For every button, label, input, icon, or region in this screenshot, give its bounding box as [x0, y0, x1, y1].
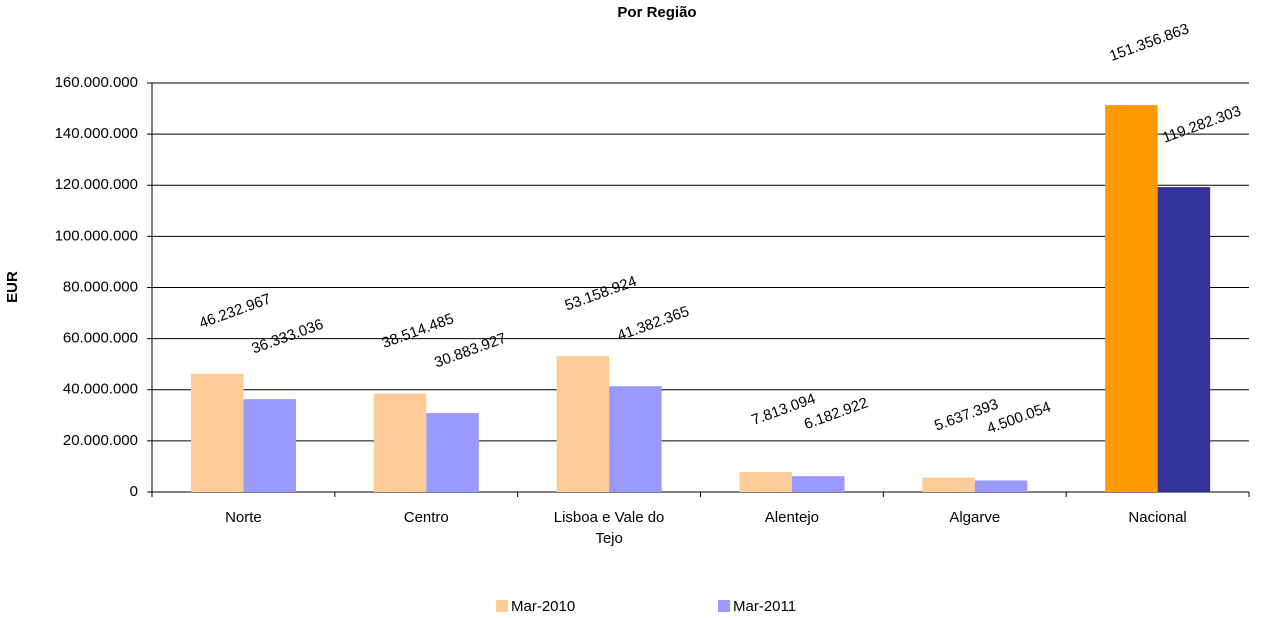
y-tick-label: 140.000.000: [55, 125, 138, 142]
bar: [373, 393, 427, 492]
bar: [426, 413, 479, 492]
value-label: 151.356.863: [1107, 20, 1191, 65]
value-label: 38.514.485: [380, 310, 456, 352]
bar: [556, 356, 610, 492]
value-label: 30.883.927: [432, 330, 508, 372]
y-tick-label: 20.000.000: [63, 432, 138, 449]
bar: [609, 386, 662, 492]
bar: [739, 472, 792, 492]
x-tick-label: Lisboa e Vale do Tejo: [553, 509, 665, 547]
bar: [243, 399, 296, 492]
x-tick-label: Centro: [403, 509, 449, 526]
y-tick-label: 120.000.000: [55, 176, 138, 193]
bar: [1105, 105, 1158, 492]
y-tick-label: 60.000.000: [63, 330, 138, 347]
bar: [792, 476, 845, 492]
y-tick-label: 160.000.000: [55, 74, 138, 91]
chart-title: Por Região: [617, 4, 696, 21]
legend-label: Mar-2010: [511, 598, 575, 615]
legend-swatch: [718, 600, 730, 612]
y-axis-label: EUR: [4, 271, 21, 303]
bar: [1157, 187, 1211, 493]
value-label: 119.282.303: [1160, 103, 1243, 147]
x-tick-label: Algarve: [949, 509, 1001, 526]
value-label: 46.232.967: [197, 290, 273, 332]
value-label: 53.158.924: [563, 273, 639, 315]
x-tick-label: Nacional: [1128, 509, 1187, 526]
x-tick-label: Alentejo: [764, 509, 820, 526]
y-tick-label: 40.000.000: [63, 381, 138, 398]
y-tick-label: 0: [130, 483, 138, 500]
bar: [922, 477, 975, 492]
legend-swatch: [496, 600, 508, 612]
y-tick-label: 80.000.000: [63, 278, 138, 295]
legend-label: Mar-2011: [733, 598, 796, 615]
bar: [191, 373, 244, 492]
value-label: 36.333.036: [249, 316, 325, 358]
x-tick-label: Norte: [225, 509, 262, 526]
bar: [974, 480, 1028, 492]
y-tick-label: 100.000.000: [55, 227, 138, 244]
